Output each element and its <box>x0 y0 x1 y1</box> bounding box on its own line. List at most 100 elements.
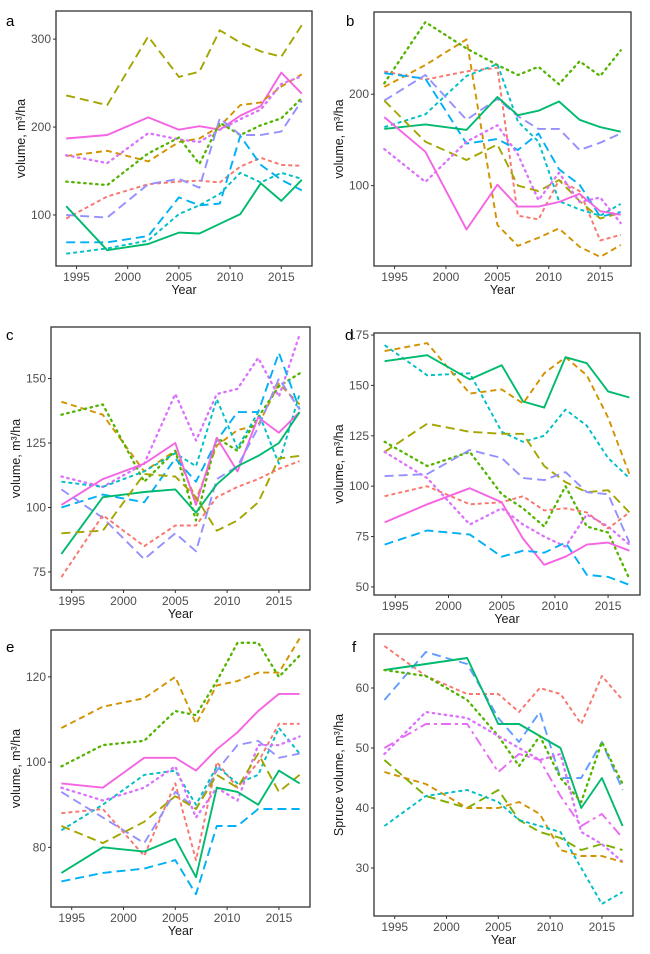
y-tick-label: 300 <box>31 32 51 46</box>
y-tick-label: 200 <box>349 87 369 101</box>
y-tick-label: 100 <box>26 755 46 769</box>
panel-f: f 1995 2000 2005 2010 2015 30 40 50 60 Year Spruce … <box>332 633 634 947</box>
x-tick-label: 2005 <box>162 911 189 925</box>
x-tick-label: 1995 <box>382 599 409 613</box>
y-tick-label: 100 <box>349 179 369 193</box>
x-tick-label: 2005 <box>488 599 515 613</box>
y-tick-label: 50 <box>356 580 370 594</box>
series-line-salmon-shortdash <box>65 156 302 220</box>
series-line-green-dotted <box>383 20 622 86</box>
x-tick-label: 2015 <box>266 911 293 925</box>
series-line-orange-dash <box>384 771 623 863</box>
x-tick-label: 2015 <box>589 920 616 934</box>
x-tick-label: 2005 <box>484 270 511 284</box>
series-line-purple-longdash <box>60 739 300 845</box>
x-tick-label: 2015 <box>595 599 622 613</box>
x-axis-title: Year <box>168 607 193 621</box>
series-line-teal-solid <box>384 96 621 133</box>
series-line-orange-dash <box>66 73 303 163</box>
series-line-orange-dash <box>384 342 631 475</box>
x-tick-label: 2000 <box>435 599 462 613</box>
series-line-green-dotted <box>383 440 631 581</box>
x-tick-label: 2000 <box>110 594 137 608</box>
series-line-olive-longdash <box>383 759 623 851</box>
series-line-teal-solid <box>65 179 303 252</box>
series-line-green-dotted <box>60 372 301 522</box>
x-tick-label: 1995 <box>58 594 85 608</box>
series-line-green-dotted <box>383 668 624 804</box>
series-group <box>60 638 301 896</box>
series-line-purple-longdash <box>66 100 303 219</box>
plot-frame <box>50 629 311 908</box>
series-line-steelblue-longdash <box>383 651 624 791</box>
series-line-cyan-shortdash <box>384 63 622 217</box>
series-line-orange-dash <box>383 38 622 258</box>
x-axis-title: Year <box>491 933 516 947</box>
x-tick-label: 2005 <box>485 920 512 934</box>
x-tick-label: 1995 <box>58 911 85 925</box>
y-axis-title: volume, m³/ha <box>14 99 28 178</box>
series-line-green-dotted <box>60 641 301 768</box>
panel-b: b 1995 2000 2005 2010 2015 100 200 Year volume, m… <box>332 11 632 297</box>
x-tick-label: 2010 <box>542 599 569 613</box>
series-line-salmon-shortdash <box>383 645 624 725</box>
series-line-teal-solid <box>60 769 301 879</box>
y-tick-label: 120 <box>26 670 46 684</box>
series-line-violet-twodash <box>383 723 624 839</box>
x-tick-label: 2010 <box>217 270 244 284</box>
plot-frame <box>55 10 313 267</box>
y-tick-label: 50 <box>356 741 370 755</box>
x-tick-label: 2015 <box>268 270 295 284</box>
series-line-magenta-dotted <box>383 450 631 548</box>
x-tick-label: 2005 <box>166 270 193 284</box>
series-line-blue-longdash <box>61 351 301 509</box>
series-line-blue-longdash <box>384 529 630 586</box>
panel-letter: b <box>346 13 354 30</box>
y-tick-label: 175 <box>349 328 369 342</box>
x-tick-label: 2015 <box>587 270 614 284</box>
series-line-orange-dash <box>60 638 301 729</box>
y-tick-label: 100 <box>349 479 369 493</box>
y-axis-title: volume, m³/ha <box>9 729 23 808</box>
y-tick-label: 100 <box>26 500 46 514</box>
y-axis-title: volume, m³/ha <box>332 424 346 503</box>
series-group <box>383 342 631 586</box>
series-line-cyan-shortdash <box>60 727 301 832</box>
series-group <box>383 20 622 258</box>
x-axis-title: Year <box>494 612 519 626</box>
series-line-cyan-shortdash <box>61 393 301 488</box>
series-line-teal-solid <box>60 411 301 555</box>
x-axis-title: Year <box>168 924 193 938</box>
series-line-salmon-shortdash <box>61 722 300 862</box>
y-tick-label: 30 <box>356 861 370 875</box>
series-line-olive-longdash <box>384 422 631 514</box>
series-line-pink-solid <box>60 411 301 506</box>
y-tick-label: 150 <box>349 378 369 392</box>
panel-letter: d <box>345 327 353 344</box>
series-line-cyan-shortdash <box>383 789 624 905</box>
series-line-salmon-shortdash <box>384 66 621 242</box>
x-tick-label: 2010 <box>214 911 241 925</box>
series-line-cyan-shortdash <box>384 344 631 479</box>
x-tick-label: 1995 <box>381 270 408 284</box>
y-tick-label: 60 <box>356 681 370 695</box>
series-line-cyan-shortdash <box>66 171 303 255</box>
y-tick-label: 125 <box>349 429 369 443</box>
series-line-magenta-dotted <box>65 74 303 165</box>
x-tick-label: 1995 <box>381 920 408 934</box>
series-line-olive-longdash <box>61 752 301 845</box>
x-tick-label: 2000 <box>110 911 137 925</box>
y-tick-label: 75 <box>33 565 47 579</box>
series-line-olive-longdash <box>65 24 303 107</box>
x-tick-label: 2015 <box>266 594 293 608</box>
series-line-pink-solid <box>384 487 630 566</box>
series-line-olive-longdash <box>383 99 621 220</box>
series-line-blue-longdash <box>61 808 300 896</box>
panel-letter: e <box>6 639 14 656</box>
series-line-magenta-dotted <box>60 333 301 489</box>
series-line-salmon-shortdash <box>60 460 300 578</box>
panel-letter: f <box>352 639 357 656</box>
plot-frame <box>373 332 641 596</box>
y-tick-label: 200 <box>31 120 51 134</box>
